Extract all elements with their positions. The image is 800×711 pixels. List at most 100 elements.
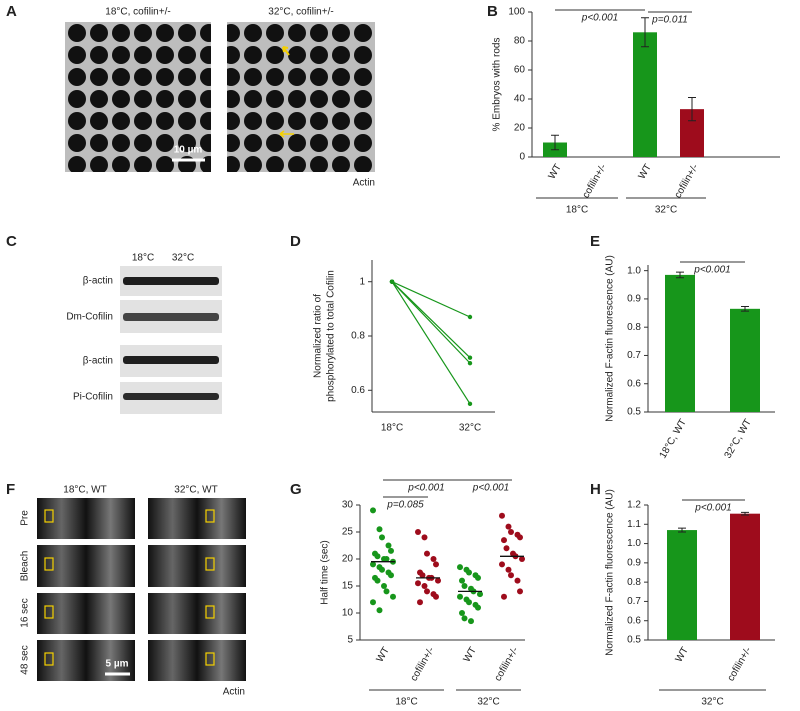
group-label: 32°C — [701, 697, 723, 708]
row-label: 16 sec — [20, 598, 31, 627]
y-tick-label: 1.0 — [627, 265, 641, 276]
point — [433, 593, 439, 600]
point — [389, 279, 395, 284]
x-tick-label: WT — [462, 645, 479, 664]
point — [379, 566, 385, 573]
panel-letter: G — [290, 481, 302, 498]
group-label: 18°C — [395, 697, 417, 708]
panel-letter: D — [290, 233, 301, 250]
point — [467, 314, 473, 320]
y-tick-label: 0.8 — [627, 577, 641, 588]
p-value: p<0.001 — [472, 483, 509, 494]
column-label: 32°C — [172, 253, 194, 264]
point — [424, 588, 430, 595]
bar — [730, 308, 760, 412]
point — [457, 564, 463, 571]
x-tick-label: WT — [637, 162, 654, 181]
y-tick-label: 60 — [514, 65, 526, 76]
micrograph — [227, 22, 375, 172]
image-title: 18°C, cofilin+/- — [105, 7, 170, 18]
line — [391, 281, 471, 364]
group-label: 32°C — [655, 205, 677, 216]
micrograph — [148, 640, 246, 681]
point — [508, 529, 514, 535]
panel-letter: B — [487, 3, 498, 20]
band — [123, 313, 219, 321]
row-label: Pi-Cofilin — [73, 392, 113, 403]
point — [388, 572, 394, 579]
y-axis-label: phosphorylated to total Cofilin — [326, 270, 337, 402]
micrograph — [37, 593, 135, 634]
group-label: 32°C — [477, 697, 499, 708]
point — [508, 572, 514, 579]
y-tick-label: 0.6 — [351, 385, 365, 396]
point — [514, 577, 521, 584]
y-tick-label: 25 — [342, 527, 354, 538]
point — [467, 360, 473, 366]
point — [421, 534, 428, 541]
point — [381, 583, 387, 589]
x-tick-label: WT — [674, 645, 691, 664]
y-tick-label: 1.1 — [627, 519, 641, 530]
column-label: 18°C — [132, 253, 154, 264]
band — [123, 393, 219, 400]
point — [503, 545, 510, 552]
error-bar — [676, 271, 684, 279]
micrograph — [148, 545, 246, 587]
western-blot — [120, 266, 222, 414]
p-value: p<0.001 — [581, 13, 618, 24]
point — [475, 574, 481, 581]
y-tick-label: 0.7 — [627, 596, 641, 607]
stain-label: Actin — [223, 687, 245, 698]
point — [390, 593, 396, 600]
row-label: β-actin — [83, 276, 113, 287]
point — [468, 618, 474, 625]
point — [370, 561, 376, 568]
point — [415, 529, 421, 535]
line — [391, 281, 471, 405]
point — [370, 507, 376, 514]
point — [383, 556, 390, 562]
row-label: 48 sec — [20, 645, 31, 674]
y-axis-label: Half time (sec) — [320, 540, 331, 604]
y-tick-label: 0.8 — [627, 322, 641, 333]
point — [417, 599, 423, 606]
scale-label: 5 µm — [106, 659, 129, 670]
panel-letter: E — [590, 233, 600, 250]
y-tick-label: 100 — [508, 7, 525, 18]
y-tick-label: 1.0 — [627, 538, 641, 549]
y-tick-label: 0.9 — [627, 294, 641, 305]
point — [467, 401, 473, 407]
point — [459, 610, 465, 616]
bar — [730, 513, 760, 640]
point — [466, 599, 472, 606]
point — [466, 569, 472, 576]
micrograph — [148, 593, 246, 634]
y-tick-label: 0.8 — [351, 331, 365, 342]
panel-letter: F — [6, 481, 15, 498]
bar — [665, 274, 695, 412]
point — [424, 550, 430, 557]
point — [379, 534, 385, 541]
point — [475, 604, 481, 611]
y-tick-label: 15 — [342, 581, 354, 592]
error-bar — [688, 97, 696, 122]
x-tick-label: cofilin+/- — [726, 645, 754, 683]
y-axis-label: Normalized F-actin fluorescence (AU) — [605, 489, 616, 656]
x-tick-label: cofilin+/- — [581, 162, 609, 200]
y-tick-label: 5 — [347, 635, 353, 646]
point — [459, 577, 465, 584]
point — [461, 615, 468, 622]
micrograph — [65, 22, 211, 172]
micrograph — [148, 498, 246, 539]
y-tick-label: 0.5 — [627, 407, 641, 418]
point — [374, 577, 381, 584]
panel-letter: A — [6, 3, 17, 20]
group-label: 18°C — [566, 205, 588, 216]
point — [517, 588, 523, 595]
y-tick-label: 30 — [342, 500, 354, 511]
x-tick-label: 32°C, WT — [723, 417, 754, 460]
point — [433, 561, 439, 568]
x-tick-label: WT — [375, 645, 392, 664]
